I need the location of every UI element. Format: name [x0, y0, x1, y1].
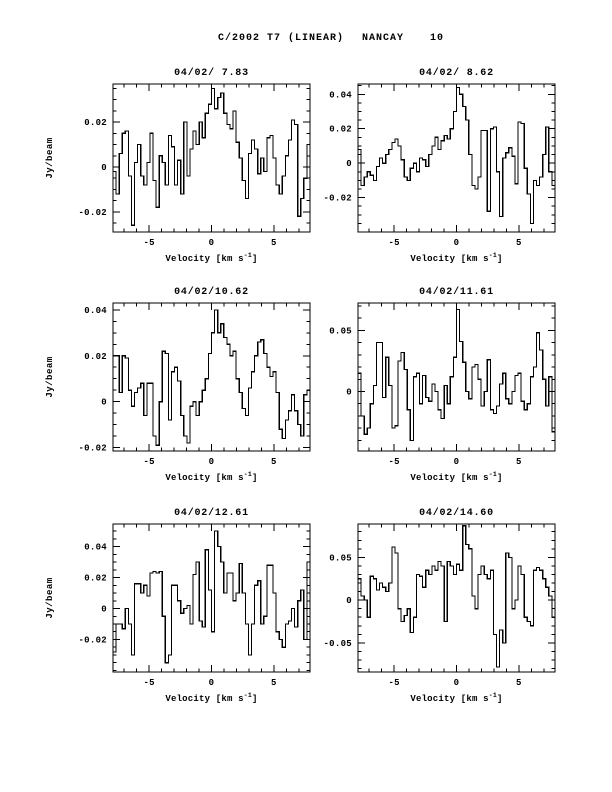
- y-axis-label: Jy/beam: [45, 577, 55, 618]
- spectrum-trace: [113, 530, 310, 664]
- x-tick-label: 5: [271, 678, 277, 688]
- x-tick-label: 0: [209, 457, 215, 467]
- spectrum-trace: [358, 525, 555, 668]
- y-tick-label: 0.02: [84, 574, 107, 584]
- plot-frame: [112, 83, 311, 233]
- plot-area: -5 0 5 0.05 0: [329, 302, 556, 467]
- plot-area: -5 0 5 0.04 0.02 0 -0.02: [78, 302, 311, 467]
- x-tick-label: 5: [516, 238, 522, 248]
- x-axis-label: Velocity [km s-1]: [410, 471, 502, 483]
- y-tick-label: 0: [101, 163, 107, 173]
- x-axis-label: Velocity [km s-1]: [165, 692, 257, 704]
- panel-title: 04/02/11.61: [419, 286, 494, 298]
- figure-header: C/2002 T7 (LINEAR) NANCAY 10: [218, 33, 444, 44]
- y-tick-label: -0.05: [323, 639, 352, 649]
- x-tick-label: 0: [454, 238, 460, 248]
- y-tick-label: 0: [346, 387, 352, 397]
- spectrum-panel-5: 04/02/12.61 Jy/beam Velocity [km s-1] -5…: [45, 507, 311, 704]
- plot-area: -5 0 5 0.04 0.02 0 -0.02: [323, 83, 556, 248]
- spectrum-panel-2: 04/02/ 8.62 Velocity [km s-1] -5 0 5 0.04 0.…: [323, 67, 556, 264]
- x-tick-label: -5: [388, 238, 399, 248]
- plot-area: -5 0 5 0.04 0.02 0 -0.02: [78, 523, 311, 688]
- y-tick-label: 0.02: [329, 125, 352, 135]
- panel-title: 04/02/ 7.83: [174, 67, 249, 79]
- x-tick-label: 0: [209, 238, 215, 248]
- spectrum-panel-1: 04/02/ 7.83 Jy/beam Velocity [km s-1] -5…: [45, 67, 311, 264]
- x-tick-label: 0: [454, 457, 460, 467]
- spectrum-panel-4: 04/02/11.61 Velocity [km s-1] -5 0 5 0.05 0: [329, 286, 556, 483]
- x-axis-label: Velocity [km s-1]: [165, 471, 257, 483]
- panel-title: 04/02/14.60: [419, 507, 494, 519]
- spectrum-trace: [113, 309, 310, 446]
- spectrum-trace: [358, 309, 555, 441]
- x-tick-label: -5: [143, 457, 154, 467]
- plot-area: -5 0 5 0.02 0 -0.02: [78, 83, 311, 248]
- y-tick-label: 0: [346, 596, 352, 606]
- x-tick-label: 0: [209, 678, 215, 688]
- y-tick-label: -0.02: [323, 194, 352, 204]
- y-tick-label: -0.02: [78, 635, 107, 645]
- telescope-name: NANCAY: [362, 33, 405, 44]
- y-tick-label: 0.04: [84, 543, 107, 553]
- y-tick-label: -0.02: [78, 444, 107, 454]
- x-tick-label: 5: [271, 238, 277, 248]
- y-tick-label: 0.04: [329, 90, 352, 100]
- x-tick-label: -5: [388, 678, 399, 688]
- y-tick-label: 0.05: [329, 553, 352, 563]
- plot-area: -5 0 5 0.05 0 -0.05: [323, 523, 556, 688]
- comet-designation: C/2002 T7 (LINEAR): [218, 33, 345, 44]
- panel-title: 04/02/12.61: [174, 507, 249, 519]
- y-axis-label: Jy/beam: [45, 137, 55, 178]
- y-tick-label: 0: [101, 398, 107, 408]
- panel-title: 04/02/ 8.62: [419, 67, 494, 79]
- x-tick-label: 0: [454, 678, 460, 688]
- y-tick-label: 0.02: [84, 118, 107, 128]
- spectrum-panel-3: 04/02/10.62 Jy/beam Velocity [km s-1] -5…: [45, 286, 311, 483]
- y-tick-label: 0.02: [84, 352, 107, 362]
- x-tick-label: -5: [143, 678, 154, 688]
- x-tick-label: -5: [388, 457, 399, 467]
- y-tick-label: 0.04: [84, 306, 107, 316]
- plot-frame: [357, 523, 556, 673]
- spectrum-panel-6: 04/02/14.60 Velocity [km s-1] -5 0 50.050-…: [323, 507, 556, 704]
- x-tick-label: 5: [516, 457, 522, 467]
- x-tick-label: -5: [143, 238, 154, 248]
- y-axis-label: Jy/beam: [45, 356, 55, 397]
- y-tick-label: -0.02: [78, 208, 107, 218]
- y-tick-label: 0: [346, 159, 352, 169]
- panel-title: 04/02/10.62: [174, 286, 249, 298]
- x-axis-label: Velocity [km s-1]: [410, 252, 502, 264]
- x-tick-label: 5: [271, 457, 277, 467]
- x-tick-label: 5: [516, 678, 522, 688]
- y-tick-label: 0: [101, 605, 107, 615]
- spectrum-trace: [113, 87, 310, 226]
- spectrum-trace: [358, 86, 555, 224]
- x-axis-label: Velocity [km s-1]: [410, 692, 502, 704]
- y-tick-label: 0.05: [329, 326, 352, 336]
- page-number: 10: [430, 33, 445, 44]
- x-axis-label: Velocity [km s-1]: [165, 252, 257, 264]
